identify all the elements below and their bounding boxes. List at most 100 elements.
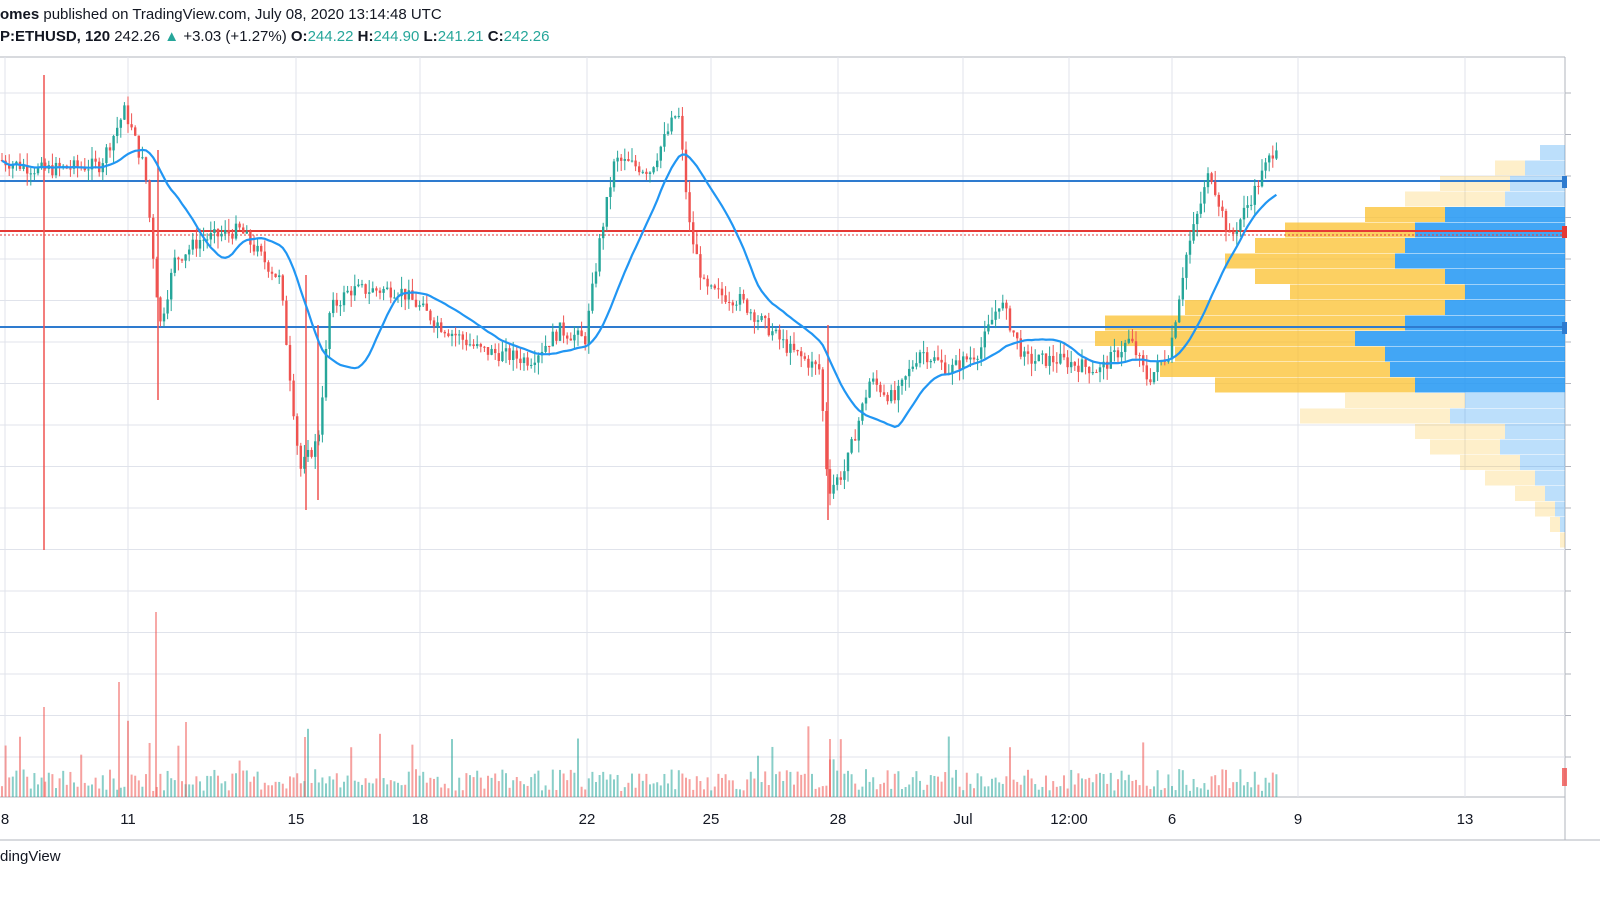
volume-bar xyxy=(901,789,903,797)
volume-bar xyxy=(620,790,623,797)
volume-bar xyxy=(91,784,93,797)
candle-body xyxy=(623,159,626,161)
volume-bar xyxy=(868,781,871,797)
volume-bar xyxy=(1019,784,1022,797)
volume-bar xyxy=(1207,789,1209,797)
volume-bar xyxy=(595,781,597,797)
candle-body xyxy=(1127,338,1130,343)
candle-body xyxy=(562,322,565,336)
volume-bar xyxy=(497,781,500,797)
author-name[interactable]: omes xyxy=(0,6,40,23)
candle-body xyxy=(447,333,450,337)
volume-profile-sell-bar xyxy=(1405,238,1565,253)
volume-bar xyxy=(778,771,781,797)
volume-bar xyxy=(26,776,29,797)
volume-bar xyxy=(267,785,270,797)
candle-body xyxy=(130,124,133,128)
candle-body xyxy=(306,449,310,457)
candle-body xyxy=(605,196,608,227)
candle-body xyxy=(728,301,731,303)
candle-body xyxy=(29,173,32,175)
volume-bar xyxy=(1253,771,1256,797)
candle-body xyxy=(116,127,119,136)
candle-body xyxy=(476,344,479,347)
volume-bar xyxy=(407,771,410,797)
volume-profile-sell-bar xyxy=(1385,346,1565,362)
volume-bar xyxy=(991,778,993,797)
volume-bar xyxy=(1001,783,1004,797)
candle-body xyxy=(1080,359,1084,372)
volume-bar xyxy=(670,769,673,797)
volume-bar xyxy=(350,747,353,797)
candle-body xyxy=(1109,351,1112,369)
volume-bar xyxy=(757,755,759,797)
volume-bar xyxy=(713,786,716,797)
volume-bar xyxy=(710,790,713,797)
candle-body xyxy=(180,259,184,261)
x-tick-label: 25 xyxy=(703,811,720,828)
candle-body xyxy=(1134,341,1138,356)
volume-bar xyxy=(821,786,824,797)
volume-bar xyxy=(443,783,446,797)
candle-body xyxy=(144,157,148,181)
candle-body xyxy=(990,319,994,325)
volume-profile-sell-bar xyxy=(1535,470,1565,486)
symbol-label[interactable]: P:ETHUSD, 120 xyxy=(0,28,111,45)
close-value: 242.26 xyxy=(503,28,550,45)
volume-bar xyxy=(1261,790,1263,797)
volume-bar xyxy=(1138,785,1141,797)
volume-profile-sell-bar xyxy=(1445,207,1565,222)
candle-body xyxy=(807,358,810,368)
volume-bar xyxy=(15,770,18,797)
volume-bar xyxy=(87,785,90,797)
volume-bar xyxy=(627,782,630,797)
volume-bar xyxy=(1178,769,1181,797)
candle-body xyxy=(386,287,389,289)
candle-body xyxy=(461,334,464,340)
volume-bar xyxy=(577,738,579,797)
candle-body xyxy=(908,368,911,377)
candle-body xyxy=(134,127,137,136)
volume-bar xyxy=(429,777,432,797)
candle-body xyxy=(706,278,709,287)
volume-bar xyxy=(1214,775,1217,797)
candle-body xyxy=(738,293,742,305)
volume-bar xyxy=(1109,772,1112,797)
volume-spike-bar xyxy=(155,612,157,797)
volume-bar xyxy=(173,780,176,797)
candle-body xyxy=(126,105,130,125)
volume-bar xyxy=(51,774,54,797)
volume-bar xyxy=(872,777,875,797)
volume-bar xyxy=(332,779,335,797)
candle-body xyxy=(206,239,209,241)
volume-bar xyxy=(353,780,356,797)
candle-body xyxy=(587,310,590,345)
candle-body xyxy=(522,357,526,364)
candle-body xyxy=(1019,338,1022,357)
volume-profile-sell-bar xyxy=(1500,439,1565,455)
candle-body xyxy=(548,345,551,347)
volume-bar xyxy=(548,789,551,797)
candle-body xyxy=(11,164,14,169)
candle-body xyxy=(173,257,176,273)
candle-body xyxy=(616,157,619,162)
volume-bar xyxy=(152,790,155,797)
candle-body xyxy=(1106,361,1109,369)
candle-body xyxy=(87,169,90,171)
open-value: 244.22 xyxy=(307,28,354,45)
volume-spike-bar xyxy=(118,682,120,797)
volume-bar xyxy=(1127,774,1130,797)
volume-bar xyxy=(505,773,507,797)
volume-profile-buy-bar xyxy=(1300,408,1450,424)
candle-body xyxy=(414,299,418,307)
candle-body xyxy=(108,147,112,151)
volume-bar xyxy=(616,774,619,797)
candle-body xyxy=(641,171,644,173)
candle-body xyxy=(558,322,562,341)
volume-bar xyxy=(724,774,727,797)
volume-bar xyxy=(245,770,248,797)
volume-profile-sell-bar xyxy=(1540,145,1565,160)
volume-bar xyxy=(137,780,140,797)
volume-bar xyxy=(1063,775,1065,797)
